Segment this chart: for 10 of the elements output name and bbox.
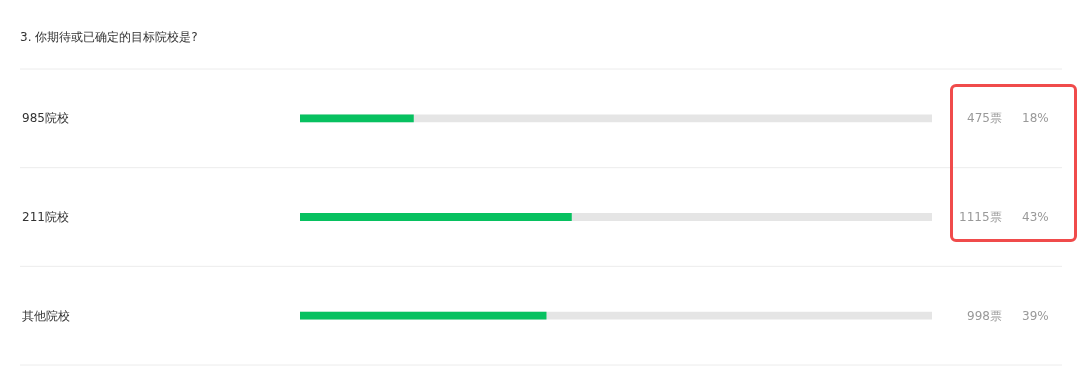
text: 998票 (967, 309, 1002, 323)
data-label: 43% (1022, 210, 1049, 224)
y-tick-label: 211院校 (22, 210, 69, 224)
text: 475票 (967, 111, 1002, 125)
y-tick-label: 985院校 (22, 111, 69, 125)
data-label: 39% (1022, 309, 1049, 323)
text: 1115票 (959, 210, 1002, 224)
y-tick-label: 其他院校 (22, 309, 70, 323)
text: 3. 你期待或已确定的目标院校是? (20, 30, 198, 45)
data-label: 18% (1022, 111, 1049, 125)
